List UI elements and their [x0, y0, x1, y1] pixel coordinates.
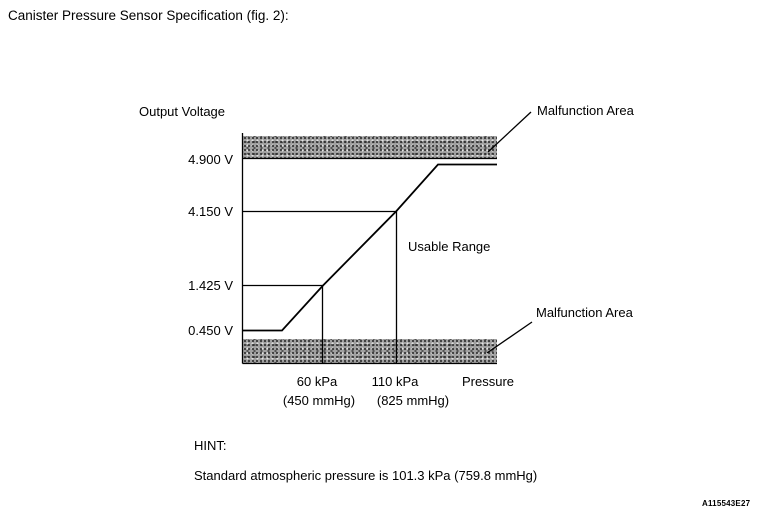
hint-text: Standard atmospheric pressure is 101.3 k… [194, 468, 538, 483]
y-tick-0450: 0.450 V [188, 323, 233, 338]
x-tick-825mmhg: (825 mmHg) [376, 393, 450, 408]
y-tick-4150: 4.150 V [188, 204, 233, 219]
y-axis-title: Output Voltage [139, 104, 226, 119]
x-tick-60kpa: 60 kPa [296, 374, 338, 389]
y-tick-1425: 1.425 V [188, 278, 233, 293]
usable-range-label: Usable Range [408, 239, 491, 254]
malfunction-band-bottom [243, 339, 497, 363]
figure-code: A115543E27 [702, 499, 751, 508]
x-axis-title: Pressure [462, 374, 515, 389]
x-tick-110kpa: 110 kPa [371, 374, 419, 389]
page-title: Canister Pressure Sensor Specification (… [8, 8, 289, 23]
y-tick-4900: 4.900 V [188, 152, 233, 167]
malfunction-band-top [243, 136, 497, 158]
x-tick-450mmhg: (450 mmHg) [282, 393, 356, 408]
hint-label: HINT: [194, 438, 227, 453]
malfunction-area-label-top: Malfunction Area [537, 103, 634, 118]
malfunction-area-label-bottom: Malfunction Area [536, 305, 633, 320]
